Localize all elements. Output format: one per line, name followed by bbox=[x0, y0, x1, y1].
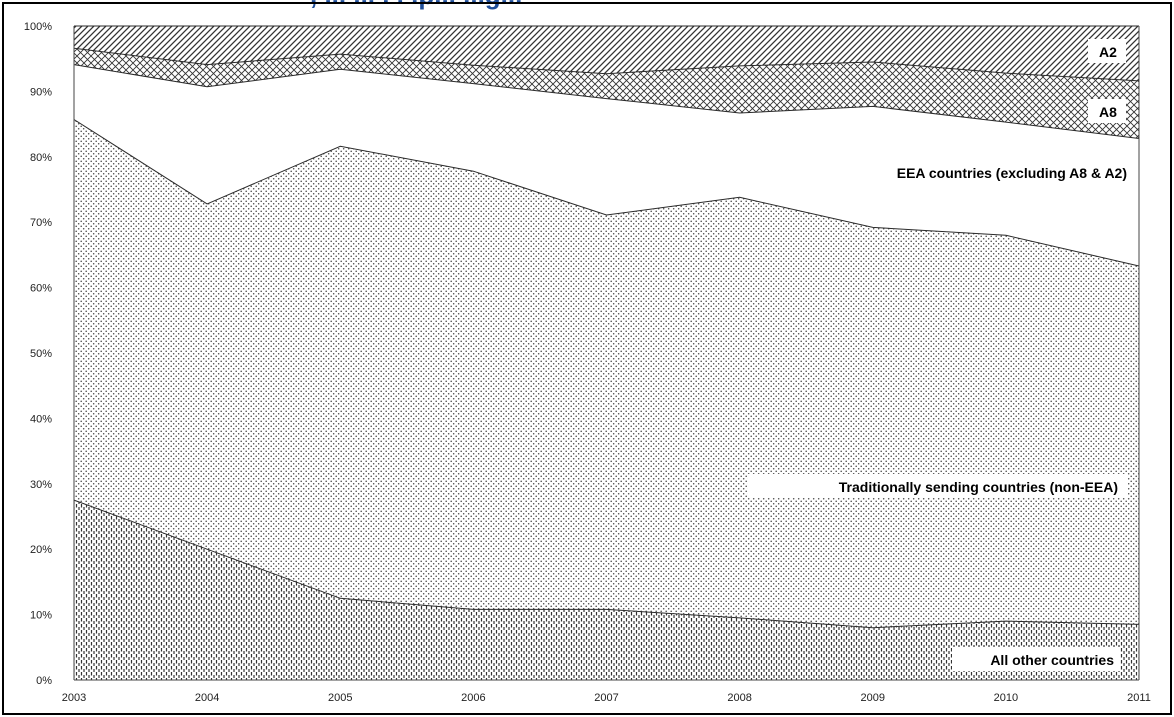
boundary-line-1 bbox=[73, 499, 1140, 629]
y-tick-label: 100% bbox=[24, 21, 52, 33]
line-layer bbox=[73, 25, 1140, 681]
y-tick-label: 80% bbox=[30, 152, 52, 164]
x-tick-label: 2006 bbox=[461, 692, 485, 704]
series-label-a8: A8 bbox=[1099, 104, 1117, 120]
x-axis: 2003 2004 2005 2006 2007 2008 2009 2010 2011 bbox=[62, 692, 1151, 704]
x-tick-label: 2010 bbox=[994, 692, 1018, 704]
series-label-a8-box: A8 bbox=[1088, 99, 1126, 123]
series-label-a2: A2 bbox=[1099, 44, 1117, 60]
y-axis: 0% 10% 20% 30% 40% 50% 60% 70% 80% 90% 100% bbox=[24, 21, 52, 687]
y-tick-label: 20% bbox=[30, 544, 52, 556]
series-label-traditional-box: Traditionally sending countries (non-EEA… bbox=[748, 474, 1128, 498]
area-traditionally-sending-countries-non-eea bbox=[74, 119, 1139, 628]
x-tick-label: 2007 bbox=[594, 692, 618, 704]
x-tick-label: 2004 bbox=[195, 692, 219, 704]
series-label-other-box: All other countries bbox=[952, 647, 1120, 671]
boundary-line-4 bbox=[73, 47, 1140, 82]
x-tick-label: 2003 bbox=[62, 692, 86, 704]
boundary-line-3 bbox=[73, 64, 1140, 139]
boundary-line-2 bbox=[73, 119, 1140, 267]
area-all-other-countries bbox=[74, 500, 1139, 680]
y-tick-label: 30% bbox=[30, 479, 52, 491]
series-label-eea: EEA countries (excluding A8 & A2) bbox=[897, 165, 1127, 181]
y-tick-label: 0% bbox=[36, 675, 52, 687]
area-eea-countries-excluding-a8-a2 bbox=[74, 64, 1139, 266]
series-label-other: All other countries bbox=[990, 652, 1114, 668]
y-tick-label: 40% bbox=[30, 413, 52, 425]
series-label-traditional: Traditionally sending countries (non-EEA… bbox=[839, 479, 1118, 495]
y-tick-label: 70% bbox=[30, 217, 52, 229]
y-tick-label: 10% bbox=[30, 610, 52, 622]
x-tick-label: 2008 bbox=[727, 692, 751, 704]
area-layer bbox=[74, 26, 1139, 680]
x-tick-label: 2009 bbox=[861, 692, 885, 704]
area-a8 bbox=[74, 48, 1139, 139]
y-tick-label: 60% bbox=[30, 283, 52, 295]
chart-title-fragment: , ... ... . . .p... ...g... bbox=[310, 0, 522, 10]
series-label-eea-box: EEA countries (excluding A8 & A2) bbox=[830, 160, 1130, 184]
series-label-a2-box: A2 bbox=[1088, 39, 1126, 63]
x-tick-label: 2011 bbox=[1127, 692, 1151, 704]
x-tick-label: 2005 bbox=[328, 692, 352, 704]
y-tick-label: 90% bbox=[30, 86, 52, 98]
y-tick-label: 50% bbox=[30, 348, 52, 360]
area-a2 bbox=[74, 26, 1139, 81]
